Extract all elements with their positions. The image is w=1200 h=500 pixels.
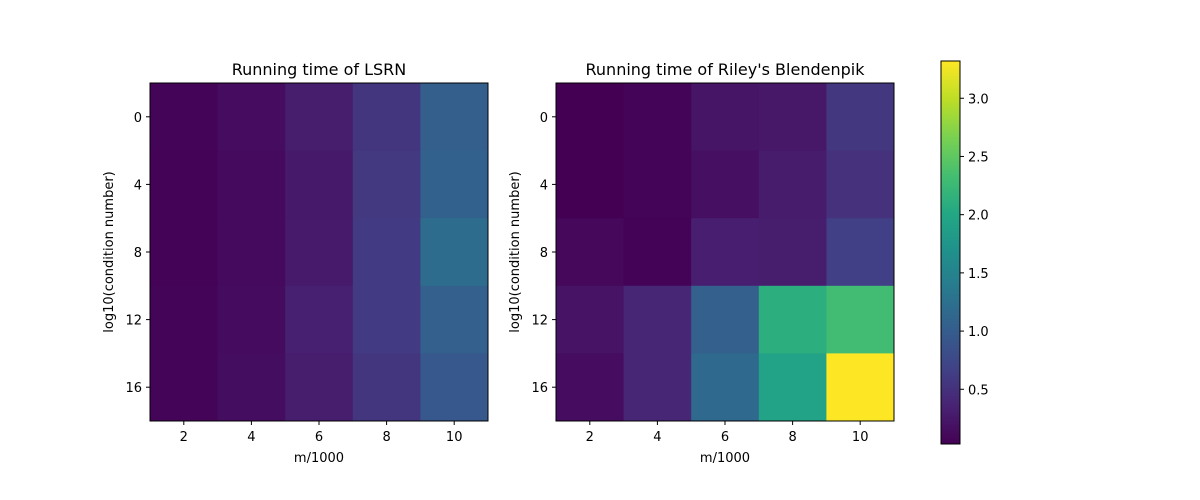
heatmap-cell [623, 285, 692, 354]
y-tick-label: 4 [540, 178, 548, 193]
heatmap-cell [352, 218, 421, 287]
x-axis-label: m/1000 [700, 451, 750, 466]
heatmap-cell [420, 353, 489, 422]
heatmap-cell [285, 150, 354, 219]
heatmap-cell [556, 150, 625, 219]
y-tick-label: 8 [540, 246, 548, 261]
heatmap-cell [150, 353, 219, 422]
y-tick-label: 12 [125, 314, 142, 329]
colorbar-tick-label: 3.0 [968, 92, 989, 107]
heatmap-cell [826, 150, 895, 219]
colorbar-tick-label: 2.0 [968, 209, 989, 224]
x-tick-label: 8 [788, 430, 796, 445]
y-tick-label: 0 [540, 111, 548, 126]
y-tick-label: 12 [531, 314, 548, 329]
heatmap-cell [623, 353, 692, 422]
y-tick-label: 16 [125, 381, 142, 396]
heatmap-cell [623, 150, 692, 219]
heatmap-cell [352, 150, 421, 219]
x-axis-label: m/1000 [294, 451, 344, 466]
heatmap-cell [826, 353, 895, 422]
heatmap-cell [217, 353, 286, 422]
colorbar-tick-label: 1.0 [968, 325, 989, 340]
y-tick-label: 8 [134, 246, 142, 261]
heatmap-cell [285, 218, 354, 287]
heatmap-cell [420, 285, 489, 354]
heatmap-cell [150, 218, 219, 287]
colorbar: 0.5 1.0 1.5 2.0 2.5 3.0 [940, 60, 989, 445]
heatmap-cell [217, 150, 286, 219]
x-tick-label: 4 [247, 430, 255, 445]
heatmap-cell [691, 150, 760, 219]
heatmap-cell [826, 285, 895, 354]
heatmap-cell [826, 83, 895, 152]
x-tick-label: 10 [446, 430, 463, 445]
x-tick-label: 2 [586, 430, 594, 445]
heatmap-cell [150, 150, 219, 219]
heatmap-cell [623, 83, 692, 152]
colorbar-tick-label: 1.5 [968, 267, 989, 282]
heatmap-blendenpik: Running time of Riley's Blendenpik 2 4 6 8 1… [508, 60, 895, 466]
heatmap-cell [556, 353, 625, 422]
colorbar-tick-label: 2.5 [968, 150, 989, 165]
heatmap-cell [691, 285, 760, 354]
heatmap-cell [150, 83, 219, 152]
heatmap-cell [420, 150, 489, 219]
heatmap-cell [758, 83, 827, 152]
heatmap-cell [691, 83, 760, 152]
heatmap-cell [758, 218, 827, 287]
heatmap-cell [285, 285, 354, 354]
x-tick-label: 4 [653, 430, 661, 445]
heatmap-cell [420, 83, 489, 152]
heatmap-cell [758, 150, 827, 219]
heatmap-cell [691, 218, 760, 287]
heatmap-cell [217, 218, 286, 287]
heatmap-cell [826, 218, 895, 287]
heatmap-cell [758, 353, 827, 422]
heatmap-cell [150, 285, 219, 354]
x-tick-label: 6 [721, 430, 729, 445]
heatmap-cell [556, 218, 625, 287]
heatmap-lsrn: Running time of LSRN 2 4 6 8 10 0 4 8 12 16 m/10… [102, 60, 489, 466]
y-axis-label: log10(condition number) [508, 171, 523, 332]
heatmap-cell [352, 285, 421, 354]
y-tick-label: 0 [134, 111, 142, 126]
heatmap-cell [285, 353, 354, 422]
heatmap-cell [285, 83, 354, 152]
x-tick-label: 8 [382, 430, 390, 445]
heatmap-cell [352, 353, 421, 422]
y-axis-label: log10(condition number) [102, 171, 117, 332]
heatmap-cell [691, 353, 760, 422]
heatmap-cell [556, 83, 625, 152]
colorbar-gradient [941, 61, 960, 444]
heatmap-cell [352, 83, 421, 152]
y-tick-label: 16 [531, 381, 548, 396]
colorbar-tick-label: 0.5 [968, 383, 989, 398]
heatmap-cell [623, 218, 692, 287]
x-tick-label: 6 [315, 430, 323, 445]
heatmap-cell [217, 83, 286, 152]
heatmap-cell [556, 285, 625, 354]
chart-title: Running time of LSRN [232, 60, 407, 79]
x-tick-label: 10 [852, 430, 869, 445]
colorbar-frame [940, 60, 961, 445]
chart-title: Running time of Riley's Blendenpik [586, 60, 866, 79]
x-tick-label: 2 [180, 430, 188, 445]
heatmap-cell [420, 218, 489, 287]
heatmap-cell [217, 285, 286, 354]
heatmap-cell [758, 285, 827, 354]
y-tick-label: 4 [134, 178, 142, 193]
